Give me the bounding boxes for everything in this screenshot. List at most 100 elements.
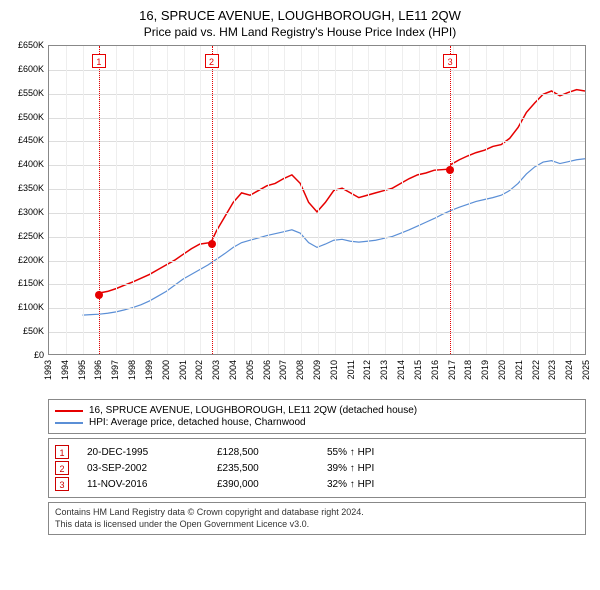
x-axis: 1993199419951996199719981999200020012002… (48, 358, 586, 394)
y-tick-label: £50K (23, 326, 44, 336)
gridline (234, 46, 235, 354)
x-tick-label: 1995 (77, 360, 87, 380)
gridline (486, 46, 487, 354)
x-tick-label: 2021 (514, 360, 524, 380)
gridline (402, 46, 403, 354)
x-tick-label: 2014 (396, 360, 406, 380)
gridline (49, 213, 585, 214)
gridline (49, 237, 585, 238)
y-tick-label: £500K (18, 112, 44, 122)
x-tick-label: 2004 (228, 360, 238, 380)
gridline (537, 46, 538, 354)
x-tick-label: 1994 (60, 360, 70, 380)
y-tick-label: £400K (18, 159, 44, 169)
x-tick-label: 2002 (194, 360, 204, 380)
sale-event-line (99, 46, 100, 354)
x-tick-label: 2001 (178, 360, 188, 380)
x-tick-label: 2020 (497, 360, 507, 380)
chart-container: 16, SPRUCE AVENUE, LOUGHBOROUGH, LE11 2Q… (0, 0, 600, 541)
y-tick-label: £450K (18, 135, 44, 145)
gridline (436, 46, 437, 354)
sale-data-point (208, 240, 216, 248)
sales-table: 120-DEC-1995£128,50055% ↑ HPI203-SEP-200… (48, 438, 586, 498)
sales-row-price: £390,000 (217, 479, 327, 490)
gridline (49, 165, 585, 166)
gridline (368, 46, 369, 354)
chart-area: £0£50K£100K£150K£200K£250K£300K£350K£400… (10, 45, 590, 395)
gridline (570, 46, 571, 354)
legend-swatch (55, 422, 83, 424)
gridline (318, 46, 319, 354)
legend-row: HPI: Average price, detached house, Char… (55, 417, 579, 428)
gridline (453, 46, 454, 354)
x-tick-label: 2006 (262, 360, 272, 380)
gridline (133, 46, 134, 354)
gridline (284, 46, 285, 354)
y-tick-label: £0 (34, 350, 44, 360)
gridline (167, 46, 168, 354)
x-tick-label: 2015 (413, 360, 423, 380)
sales-row-number: 1 (55, 445, 69, 459)
sale-event-marker: 1 (92, 54, 106, 68)
gridline (49, 141, 585, 142)
x-tick-label: 2011 (346, 360, 356, 379)
gridline (419, 46, 420, 354)
gridline (335, 46, 336, 354)
gridline (49, 189, 585, 190)
legend-label: 16, SPRUCE AVENUE, LOUGHBOROUGH, LE11 2Q… (89, 405, 417, 416)
legend-swatch (55, 410, 83, 412)
sale-data-point (95, 291, 103, 299)
x-tick-label: 2018 (463, 360, 473, 380)
x-tick-label: 1999 (144, 360, 154, 380)
x-tick-label: 1993 (43, 360, 53, 380)
gridline (49, 284, 585, 285)
x-tick-label: 2010 (329, 360, 339, 380)
y-tick-label: £250K (18, 231, 44, 241)
x-tick-label: 2000 (161, 360, 171, 380)
footnote-line: This data is licensed under the Open Gov… (55, 519, 579, 531)
gridline (217, 46, 218, 354)
legend-row: 16, SPRUCE AVENUE, LOUGHBOROUGH, LE11 2Q… (55, 405, 579, 416)
x-tick-label: 1996 (93, 360, 103, 380)
sales-row-date: 11-NOV-2016 (87, 479, 217, 490)
footnote-line: Contains HM Land Registry data © Crown c… (55, 507, 579, 519)
gridline (116, 46, 117, 354)
y-tick-label: £200K (18, 255, 44, 265)
gridline (66, 46, 67, 354)
y-tick-label: £550K (18, 88, 44, 98)
chart-title: 16, SPRUCE AVENUE, LOUGHBOROUGH, LE11 2Q… (10, 8, 590, 23)
sale-event-line (450, 46, 451, 354)
gridline (49, 118, 585, 119)
gridline (49, 94, 585, 95)
y-tick-label: £300K (18, 207, 44, 217)
x-tick-label: 2024 (564, 360, 574, 380)
sales-row-hpi: 55% ↑ HPI (327, 447, 447, 458)
x-tick-label: 1998 (127, 360, 137, 380)
legend-label: HPI: Average price, detached house, Char… (89, 417, 306, 428)
gridline (352, 46, 353, 354)
x-tick-label: 2017 (447, 360, 457, 380)
x-tick-label: 2005 (245, 360, 255, 380)
gridline (49, 70, 585, 71)
x-tick-label: 2025 (581, 360, 591, 380)
y-tick-label: £600K (18, 64, 44, 74)
gridline (184, 46, 185, 354)
sale-event-line (212, 46, 213, 354)
x-tick-label: 2022 (531, 360, 541, 380)
legend: 16, SPRUCE AVENUE, LOUGHBOROUGH, LE11 2Q… (48, 399, 586, 434)
gridline (49, 332, 585, 333)
sales-row-number: 3 (55, 477, 69, 491)
sales-row-hpi: 32% ↑ HPI (327, 479, 447, 490)
y-axis: £0£50K£100K£150K£200K£250K£300K£350K£400… (10, 45, 46, 355)
x-tick-label: 2019 (480, 360, 490, 380)
series-property (99, 90, 585, 293)
gridline (553, 46, 554, 354)
sale-event-marker: 2 (205, 54, 219, 68)
gridline (200, 46, 201, 354)
x-tick-label: 2007 (278, 360, 288, 380)
gridline (301, 46, 302, 354)
sales-row: 120-DEC-1995£128,50055% ↑ HPI (55, 445, 579, 459)
sale-event-marker: 3 (443, 54, 457, 68)
sales-row-date: 03-SEP-2002 (87, 463, 217, 474)
x-tick-label: 2016 (430, 360, 440, 380)
